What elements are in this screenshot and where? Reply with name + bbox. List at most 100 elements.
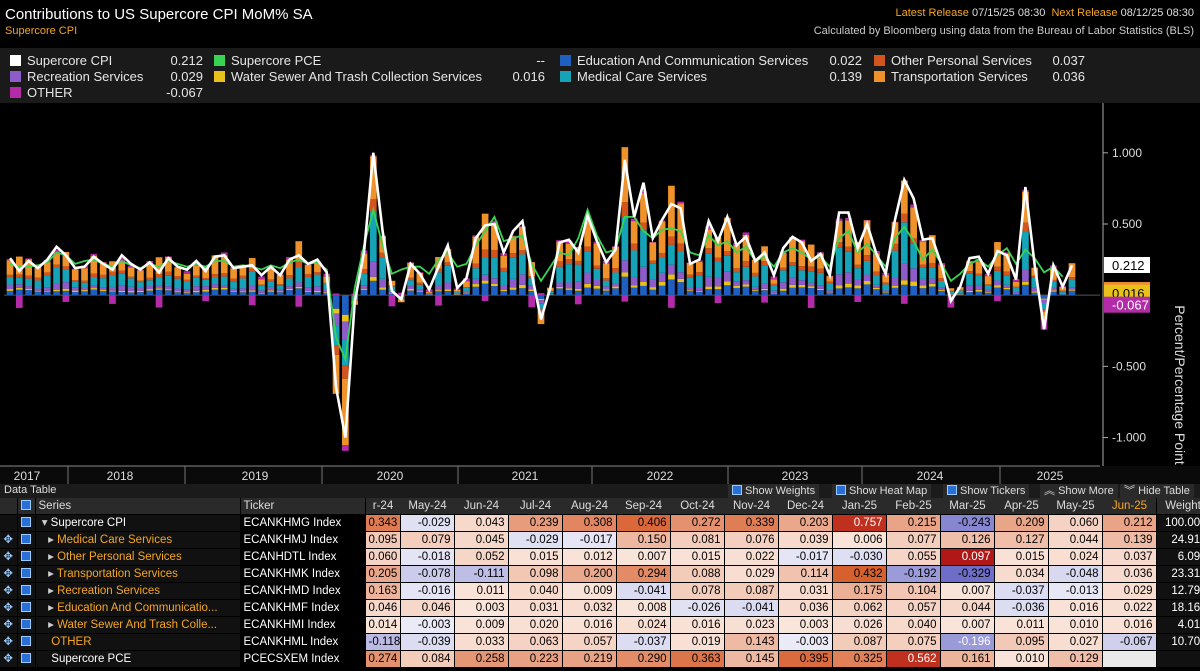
- expand-arrow-icon[interactable]: ▸: [38, 568, 57, 580]
- stacked-bar-segment: [267, 281, 275, 287]
- legend-item[interactable]: Supercore PCE: [214, 53, 321, 68]
- stacked-bar-segment: [835, 274, 843, 286]
- expand-arrow-icon[interactable]: [39, 636, 52, 648]
- month-column-header[interactable]: Jun-25: [1111, 500, 1148, 512]
- month-column-header[interactable]: Jun-24: [463, 500, 500, 512]
- expand-arrow-icon[interactable]: ▸: [38, 551, 58, 563]
- month-column-header[interactable]: Feb-25: [895, 500, 932, 512]
- stacked-bar-segment: [155, 277, 163, 286]
- show-more-button[interactable]: ︽ Show More: [1040, 484, 1118, 498]
- month-column-header[interactable]: Apr-25: [1004, 500, 1039, 512]
- hide-table-button[interactable]: ︾ Hide Table: [1120, 484, 1194, 498]
- row-checkbox[interactable]: [17, 548, 36, 566]
- month-column-header[interactable]: May-24: [408, 500, 447, 512]
- value-cell: -0.003: [778, 633, 833, 651]
- show-weights-toggle[interactable]: Show Weights: [728, 484, 820, 498]
- stacked-bar-segment: [621, 147, 629, 203]
- month-column-header[interactable]: Mar-25: [949, 500, 986, 512]
- month-column-header[interactable]: Aug-24: [570, 500, 609, 512]
- legend-item[interactable]: Water Sewer And Trash Collection Service…: [214, 69, 482, 84]
- month-column-header[interactable]: Oct-24: [680, 500, 715, 512]
- move-handle-icon[interactable]: ✥: [0, 599, 18, 617]
- move-handle-icon[interactable]: ✥: [0, 633, 18, 651]
- legend-item[interactable]: Education And Communication Services: [560, 53, 808, 68]
- row-checkbox[interactable]: [17, 616, 36, 634]
- stacked-bar-segment: [928, 262, 936, 268]
- table-row[interactable]: ✥ OTHER ECANKHML Index -0.118 -0.039 0.033 0.…: [0, 633, 1200, 651]
- checkbox-column-header[interactable]: [17, 498, 36, 515]
- month-column-header[interactable]: r-24: [372, 500, 394, 512]
- row-checkbox[interactable]: [17, 514, 36, 532]
- move-handle-icon[interactable]: ✥: [0, 565, 18, 583]
- move-handle-icon[interactable]: ✥: [0, 582, 18, 600]
- move-handle-icon[interactable]: ✥: [0, 616, 18, 634]
- stacked-bar-segment: [528, 295, 536, 308]
- table-row[interactable]: ✥ ▸ Recreation Services ECANKHMD Index 0.1…: [0, 582, 1200, 600]
- stacked-bar-segment: [416, 272, 424, 283]
- ticker-column-header[interactable]: Ticker: [240, 498, 366, 515]
- expand-arrow-icon[interactable]: ▾: [38, 517, 51, 529]
- stacked-bar-segment: [994, 266, 1001, 271]
- expand-arrow-icon[interactable]: ▸: [38, 619, 58, 631]
- table-row[interactable]: ▾ Supercore CPI ECANKHMG Index 0.343 -0.029…: [0, 514, 1200, 532]
- month-column-header[interactable]: May-25: [1056, 500, 1095, 512]
- legend-item[interactable]: Supercore CPI: [10, 53, 112, 68]
- legend-item[interactable]: Recreation Services: [10, 69, 143, 84]
- stacked-bar-segment: [491, 257, 498, 279]
- month-column-header[interactable]: Dec-24: [786, 500, 825, 512]
- value-cell: 0.088: [670, 565, 725, 583]
- value-cell: -0.329: [940, 565, 995, 583]
- end-label-supercore-cpi: 0.212: [1112, 258, 1145, 273]
- row-checkbox[interactable]: [17, 650, 36, 668]
- stacked-bar-segment: [397, 292, 405, 296]
- stacked-bar-segment: [807, 286, 815, 289]
- stacked-bar-segment: [472, 268, 480, 279]
- legend-item[interactable]: OTHER: [10, 85, 73, 100]
- month-column-header[interactable]: Sep-24: [624, 500, 663, 512]
- table-row[interactable]: ✥ ▸ Transportation Services ECANKHMK Inde…: [0, 565, 1200, 583]
- row-checkbox[interactable]: [17, 582, 36, 600]
- stacked-bar-segment: [537, 293, 545, 296]
- legend-item[interactable]: Other Personal Services: [874, 53, 1032, 68]
- move-handle-icon[interactable]: [0, 514, 18, 532]
- stacked-bar-segment: [565, 282, 573, 289]
- series-column-header[interactable]: Series: [35, 498, 241, 515]
- legend-item[interactable]: Transportation Services: [874, 69, 1028, 84]
- move-handle-icon[interactable]: ✥: [0, 650, 18, 668]
- stacked-bar-segment: [705, 253, 713, 277]
- month-column-header[interactable]: Nov-24: [732, 500, 771, 512]
- value-cell: 0.272: [670, 514, 725, 532]
- table-row[interactable]: ✥ Supercore PCE PCECSXEM Index 0.274 0.084 0…: [0, 650, 1200, 668]
- table-row[interactable]: ✥ ▸ Other Personal Services ECANHDTL Inde…: [0, 548, 1200, 566]
- row-checkbox[interactable]: [17, 531, 36, 549]
- month-column-header[interactable]: Jan-25: [841, 500, 878, 512]
- row-checkbox[interactable]: [17, 565, 36, 583]
- stacked-bar-segment: [220, 289, 228, 296]
- stacked-bar-segment: [928, 286, 936, 296]
- series-name: Education And Communicatio...: [57, 602, 218, 614]
- show-tickers-toggle[interactable]: Show Tickers: [943, 484, 1030, 498]
- expand-arrow-icon[interactable]: ▸: [38, 602, 58, 614]
- row-checkbox[interactable]: [17, 633, 36, 651]
- value-cell: 0.020: [508, 616, 563, 634]
- stacked-bar-segment: [71, 281, 79, 288]
- expand-arrow-icon[interactable]: ▸: [38, 534, 58, 546]
- row-checkbox[interactable]: [17, 599, 36, 617]
- table-row[interactable]: ✥ ▸ Water Sewer And Trash Colle... ECANKH…: [0, 616, 1200, 634]
- move-handle-icon[interactable]: ✥: [0, 531, 18, 549]
- stacked-bar-segment: [845, 287, 852, 296]
- show-heat-map-toggle[interactable]: Show Heat Map: [832, 484, 932, 498]
- table-row[interactable]: ✥ ▸ Education And Communicatio... ECANKHM…: [0, 599, 1200, 617]
- series-cell: ▸ Transportation Services: [35, 565, 241, 583]
- move-handle-icon[interactable]: ✥: [0, 548, 18, 566]
- legend-item[interactable]: Medical Care Services: [560, 69, 707, 84]
- series-line-supercore-cpi: [8, 152, 1074, 438]
- value-cell: 0.016: [1048, 599, 1103, 617]
- month-column-header[interactable]: Jul-24: [519, 500, 552, 512]
- stacked-bar-segment: [593, 265, 601, 269]
- weight-column-header[interactable]: Weight: [1156, 498, 1200, 515]
- stacked-bar-segment: [248, 271, 256, 286]
- expand-arrow-icon[interactable]: [39, 653, 52, 665]
- expand-arrow-icon[interactable]: ▸: [38, 585, 58, 597]
- table-row[interactable]: ✥ ▸ Medical Care Services ECANKHMJ Index 0…: [0, 531, 1200, 549]
